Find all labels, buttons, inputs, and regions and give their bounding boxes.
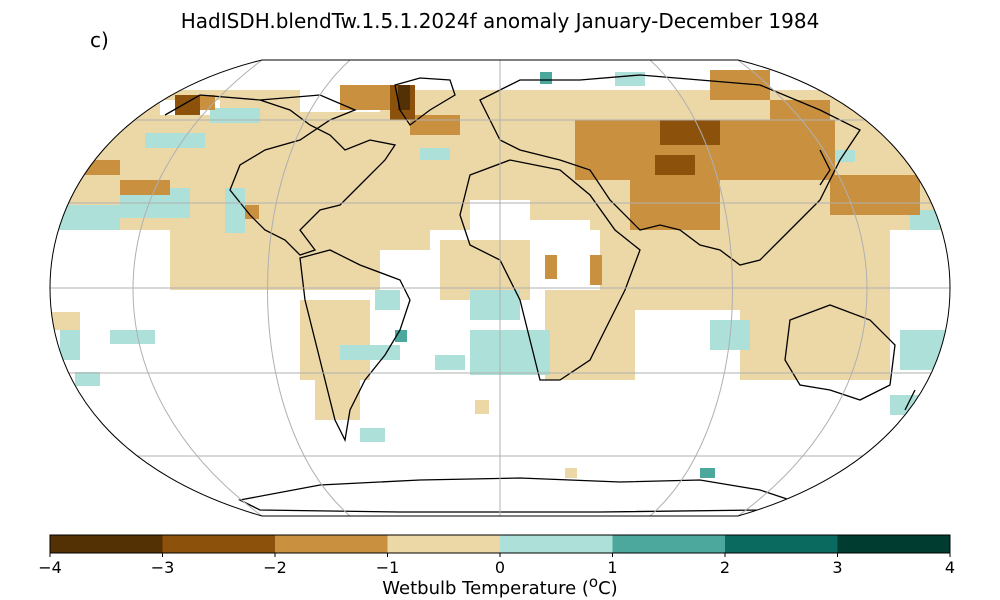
north-america-coast [164, 94, 397, 256]
colorbar-segment [837, 535, 951, 553]
colorbar-tick-label: 3 [832, 558, 843, 577]
anomaly-field [50, 60, 950, 516]
colorbar-label-sup: o [588, 573, 599, 591]
colorbar-segment [162, 535, 276, 553]
colorbar-label-end: C) [598, 578, 618, 599]
anomaly-cells-0-1 [60, 72, 950, 442]
gridlines [50, 60, 950, 516]
colorbar-segment [612, 535, 726, 553]
colorbar [49, 534, 951, 557]
eurasia-coast [479, 74, 861, 266]
colorbar-tick-label: 1 [607, 558, 618, 577]
anomaly-cells-minus4-minus3 [398, 85, 410, 110]
colorbar-label: Wetbulb Temperature (oC) [0, 573, 1000, 599]
antarctica-coast [237, 477, 793, 513]
colorbar-tick-label: −2 [263, 558, 287, 577]
colorbar-segment [387, 535, 501, 553]
colorbar-segment [500, 535, 613, 553]
south-america-coast [299, 249, 411, 443]
colorbar-tick-label: −4 [38, 558, 62, 577]
coastlines [164, 74, 916, 513]
africa-coast [459, 159, 641, 381]
map-title: HadISDH.blendTw.1.5.1.2024f anomaly Janu… [180, 9, 820, 33]
colorbar-tick-label: 0 [494, 558, 506, 577]
greenland-coast [394, 77, 456, 126]
globe-outline [49, 59, 951, 517]
colorbar-tick-label: −1 [375, 558, 400, 577]
new-zealand-coast [904, 389, 916, 411]
colorbar-tick-label: 2 [719, 558, 731, 577]
japan-coast [819, 149, 831, 186]
colorbar-segment [275, 535, 388, 553]
colorbar-label-text: Wetbulb Temperature ( [382, 578, 589, 599]
panel-label: c) [90, 28, 109, 52]
anomaly-cells-1-2 [395, 72, 715, 478]
colorbar-segment [50, 535, 163, 553]
colorbar-tick-label: 4 [944, 558, 956, 577]
colorbar-segment [725, 535, 838, 553]
colorbar-tick-label: −3 [150, 558, 175, 577]
